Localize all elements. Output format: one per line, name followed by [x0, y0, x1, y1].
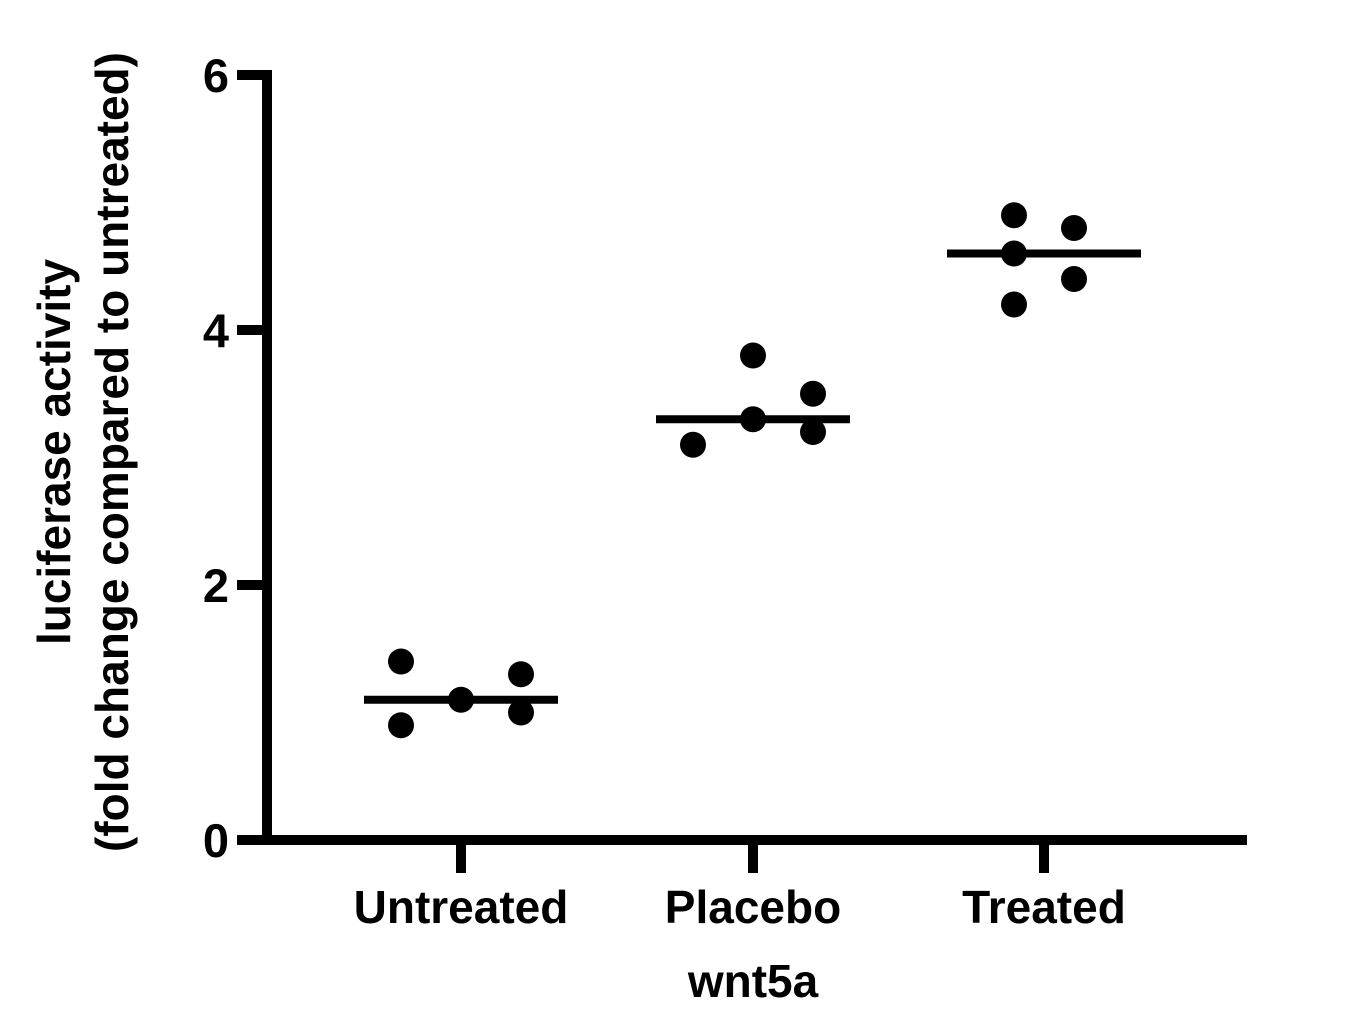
- x-category-label: Placebo: [665, 881, 841, 933]
- labels-layer: 0 2 4 6 Untreated Placebo Treated wnt5a lucifera…: [28, 49, 1126, 1007]
- data-layer: [364, 202, 1141, 739]
- x-axis-title: wnt5a: [687, 955, 819, 1007]
- data-point-untreated-4: [508, 699, 534, 726]
- y-tick-label: 6: [203, 49, 229, 102]
- data-point-placebo-4: [800, 419, 826, 445]
- y-axis-title-line1: luciferase activity: [28, 259, 80, 646]
- data-point-treated-2: [1001, 240, 1027, 267]
- data-point-untreated-3: [508, 661, 534, 688]
- data-point-untreated-1: [388, 712, 414, 739]
- data-point-placebo-2: [740, 406, 766, 433]
- data-point-treated-1: [1061, 215, 1087, 241]
- data-point-placebo-0: [740, 342, 766, 369]
- x-category-label: Treated: [962, 881, 1126, 933]
- data-point-untreated-0: [388, 648, 414, 675]
- data-point-untreated-2: [448, 686, 474, 713]
- data-point-treated-3: [1061, 266, 1087, 292]
- axes-layer: [237, 70, 1247, 873]
- y-tick-label: 4: [203, 304, 229, 357]
- data-point-treated-0: [1001, 202, 1027, 229]
- x-category-label: Untreated: [354, 881, 569, 933]
- data-point-placebo-3: [800, 380, 826, 407]
- y-tick-label: 2: [203, 559, 229, 612]
- data-point-placebo-1: [680, 431, 706, 458]
- data-point-treated-4: [1001, 291, 1027, 318]
- y-axis-title-line2: (fold change compared to untreated): [86, 52, 138, 852]
- y-tick-label: 0: [203, 814, 229, 867]
